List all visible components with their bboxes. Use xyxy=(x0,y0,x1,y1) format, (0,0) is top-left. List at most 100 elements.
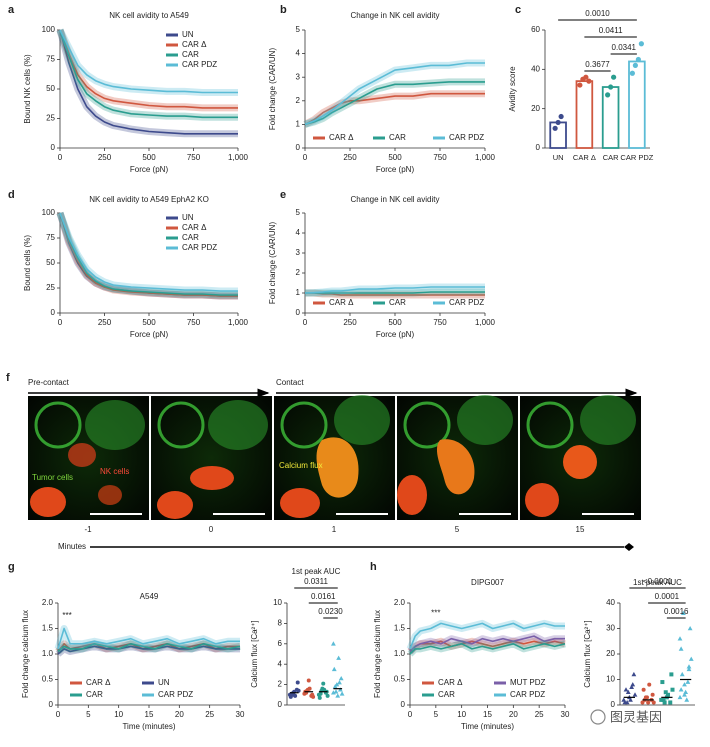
point xyxy=(679,671,685,677)
point xyxy=(611,74,617,80)
point xyxy=(306,678,311,683)
chart-title: DIPG007 xyxy=(471,578,504,587)
point xyxy=(662,700,667,705)
time-label: 15 xyxy=(576,525,585,534)
legend-label: CAR Δ xyxy=(329,298,354,307)
y-tick-label: 4 xyxy=(296,228,301,237)
point xyxy=(677,636,683,641)
point xyxy=(629,684,635,689)
point xyxy=(660,680,665,685)
panel-letter: g xyxy=(8,561,15,573)
x-tick-label: 10 xyxy=(114,710,123,719)
y-tick-label: 1.0 xyxy=(394,649,406,658)
chart-title: Change in NK cell avidity xyxy=(351,195,440,204)
y-tick-label: 1 xyxy=(296,288,301,297)
point xyxy=(638,41,644,47)
point xyxy=(651,700,656,705)
point xyxy=(311,694,316,699)
chart: 1st peak AUC 0 2 4 6 8 10 Calcium flux [Ca²⁺] 0.… xyxy=(250,567,345,709)
bar xyxy=(601,86,620,149)
nk-cell xyxy=(280,488,320,518)
line xyxy=(59,212,238,297)
comparison-label: 0.3677 xyxy=(585,60,610,69)
point xyxy=(555,119,561,126)
chart: h DIPG007 0 0.5 1.0 1.5 2.0 Fold change calcium… xyxy=(370,561,570,731)
chart: c 0 20 40 60 Avidity score UN CAR Δ CAR CAR PDZ 0.… xyxy=(508,4,654,162)
point xyxy=(659,697,664,702)
x-tick-label: 0 xyxy=(303,318,308,327)
point xyxy=(331,666,337,672)
x-axis-label: Time (minutes) xyxy=(122,722,175,731)
point xyxy=(668,700,673,705)
panel-letter: c xyxy=(515,4,521,16)
watermark-icon xyxy=(590,709,606,725)
annotation: *** xyxy=(62,611,71,620)
nk-cell xyxy=(30,487,66,517)
cell-label: Calcium flux xyxy=(279,461,323,470)
legend-label: UN xyxy=(158,678,170,687)
point xyxy=(643,695,648,700)
line xyxy=(409,643,566,655)
x-tick-label: 0 xyxy=(303,153,308,162)
comparison-label: 0.0411 xyxy=(599,26,623,35)
legend-label: CAR xyxy=(86,690,103,699)
point xyxy=(670,687,675,692)
point xyxy=(666,692,670,697)
line xyxy=(409,640,566,653)
point xyxy=(333,689,339,694)
y-tick-label: 8 xyxy=(278,619,283,628)
line xyxy=(59,29,238,135)
x-tick-label: 500 xyxy=(142,318,156,327)
point xyxy=(646,700,651,705)
x-tick-label: 5 xyxy=(86,710,91,719)
y-tick-label: 20 xyxy=(606,649,615,658)
y-tick-label: 6 xyxy=(278,639,283,648)
point xyxy=(608,84,614,90)
point xyxy=(682,692,687,697)
y-axis-label: Fold change calcium flux xyxy=(21,610,30,698)
y-tick-label: 5 xyxy=(296,208,301,217)
point xyxy=(669,672,674,677)
bar xyxy=(575,80,594,149)
legend-label: CAR xyxy=(182,50,199,59)
legend-label: CAR Δ xyxy=(329,133,354,142)
chart-title: 1st peak AUC xyxy=(633,578,682,587)
y-tick-label: 0 xyxy=(296,308,301,317)
legend-label: MUT PDZ xyxy=(510,678,546,687)
x-tick-label: 750 xyxy=(187,318,201,327)
point xyxy=(586,78,592,84)
point xyxy=(577,82,583,88)
point xyxy=(688,656,694,661)
y-tick-label: 4 xyxy=(296,49,301,58)
point xyxy=(632,62,638,68)
watermark-text: 图灵基因 xyxy=(610,709,662,724)
line xyxy=(304,92,485,126)
tumor-cell xyxy=(334,395,390,445)
y-tick-label: 100 xyxy=(42,25,56,34)
point xyxy=(335,693,341,698)
comparison-label: <0.0001 xyxy=(643,577,673,586)
y-tick-label: 0 xyxy=(51,143,56,152)
x-tick-label: 250 xyxy=(98,153,112,162)
point xyxy=(677,694,683,700)
point xyxy=(295,680,300,685)
point xyxy=(686,664,692,669)
legend-label: CAR PDZ xyxy=(449,133,484,142)
legend-label: CAR xyxy=(182,233,199,242)
y-tick-label: 4 xyxy=(278,659,283,668)
chart-title: Change in NK cell avidity xyxy=(351,11,440,20)
y-axis-label: Avidity score xyxy=(508,66,517,112)
nk-cell xyxy=(68,443,96,467)
line xyxy=(59,29,238,94)
x-tick-label: 1,000 xyxy=(228,318,249,327)
y-tick-label: 0 xyxy=(49,700,54,709)
y-tick-label: 2 xyxy=(296,268,301,277)
y-tick-label: 0 xyxy=(536,143,541,152)
nk-cell xyxy=(98,485,122,505)
y-tick-label: 1.5 xyxy=(394,624,406,633)
point xyxy=(682,682,687,687)
x-tick-label: 25 xyxy=(535,710,544,719)
line xyxy=(59,29,238,109)
legend-label: CAR Δ xyxy=(182,223,207,232)
line xyxy=(59,212,238,296)
